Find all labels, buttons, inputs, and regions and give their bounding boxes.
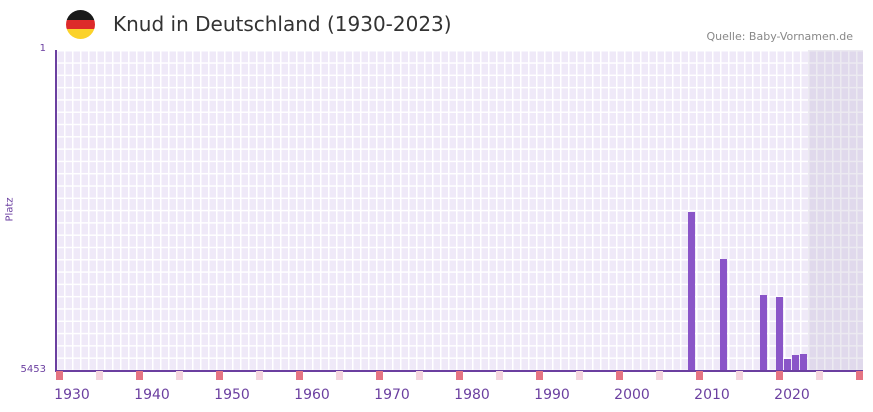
x-tick-label: 1950 — [214, 387, 250, 403]
year-marker — [456, 371, 463, 380]
year-marker — [136, 371, 143, 380]
plot-area — [56, 50, 863, 370]
x-tick-label: 2020 — [774, 387, 810, 403]
x-tick-label: 1940 — [134, 387, 170, 403]
year-marker — [816, 371, 823, 380]
bar-2007[interactable] — [688, 211, 695, 370]
source-link[interactable]: Quelle: Baby-Vornamen.de — [706, 30, 853, 43]
year-marker — [656, 371, 663, 380]
x-tick-label: 2000 — [614, 387, 650, 403]
year-marker — [176, 371, 183, 380]
year-marker — [216, 371, 223, 380]
x-tick-label: 1970 — [374, 387, 410, 403]
y-axis — [55, 50, 57, 371]
bar-2021[interactable] — [800, 353, 807, 370]
year-marker — [376, 371, 383, 380]
x-tick-label: 1930 — [54, 387, 90, 403]
year-marker — [96, 371, 103, 380]
year-marker — [416, 371, 423, 380]
bar-2019[interactable] — [784, 358, 791, 370]
bar-2020[interactable] — [792, 354, 799, 370]
year-marker — [696, 371, 703, 380]
y-tick-label: 1 — [39, 43, 46, 54]
germany-flag-icon — [66, 10, 95, 39]
x-tick-label: 2010 — [694, 387, 730, 403]
future-shade — [808, 50, 863, 370]
year-marker — [256, 371, 263, 380]
x-tick-label: 1960 — [294, 387, 330, 403]
bar-2016[interactable] — [760, 294, 767, 370]
year-marker — [536, 371, 543, 380]
year-marker — [56, 371, 63, 380]
bar-2011[interactable] — [720, 258, 727, 370]
year-marker — [616, 371, 623, 380]
year-marker — [856, 371, 863, 380]
year-marker — [736, 371, 743, 380]
year-marker — [776, 371, 783, 380]
x-axis — [55, 370, 863, 372]
x-tick-label: 1990 — [534, 387, 570, 403]
year-marker — [296, 371, 303, 380]
year-marker — [576, 371, 583, 380]
year-marker — [496, 371, 503, 380]
y-axis-title: Platz — [4, 197, 16, 222]
chart-title: Knud in Deutschland (1930-2023) — [113, 12, 452, 36]
x-tick-label: 1980 — [454, 387, 490, 403]
bar-2018[interactable] — [776, 297, 783, 370]
year-marker — [336, 371, 343, 380]
y-tick-label: 5453 — [20, 364, 46, 375]
